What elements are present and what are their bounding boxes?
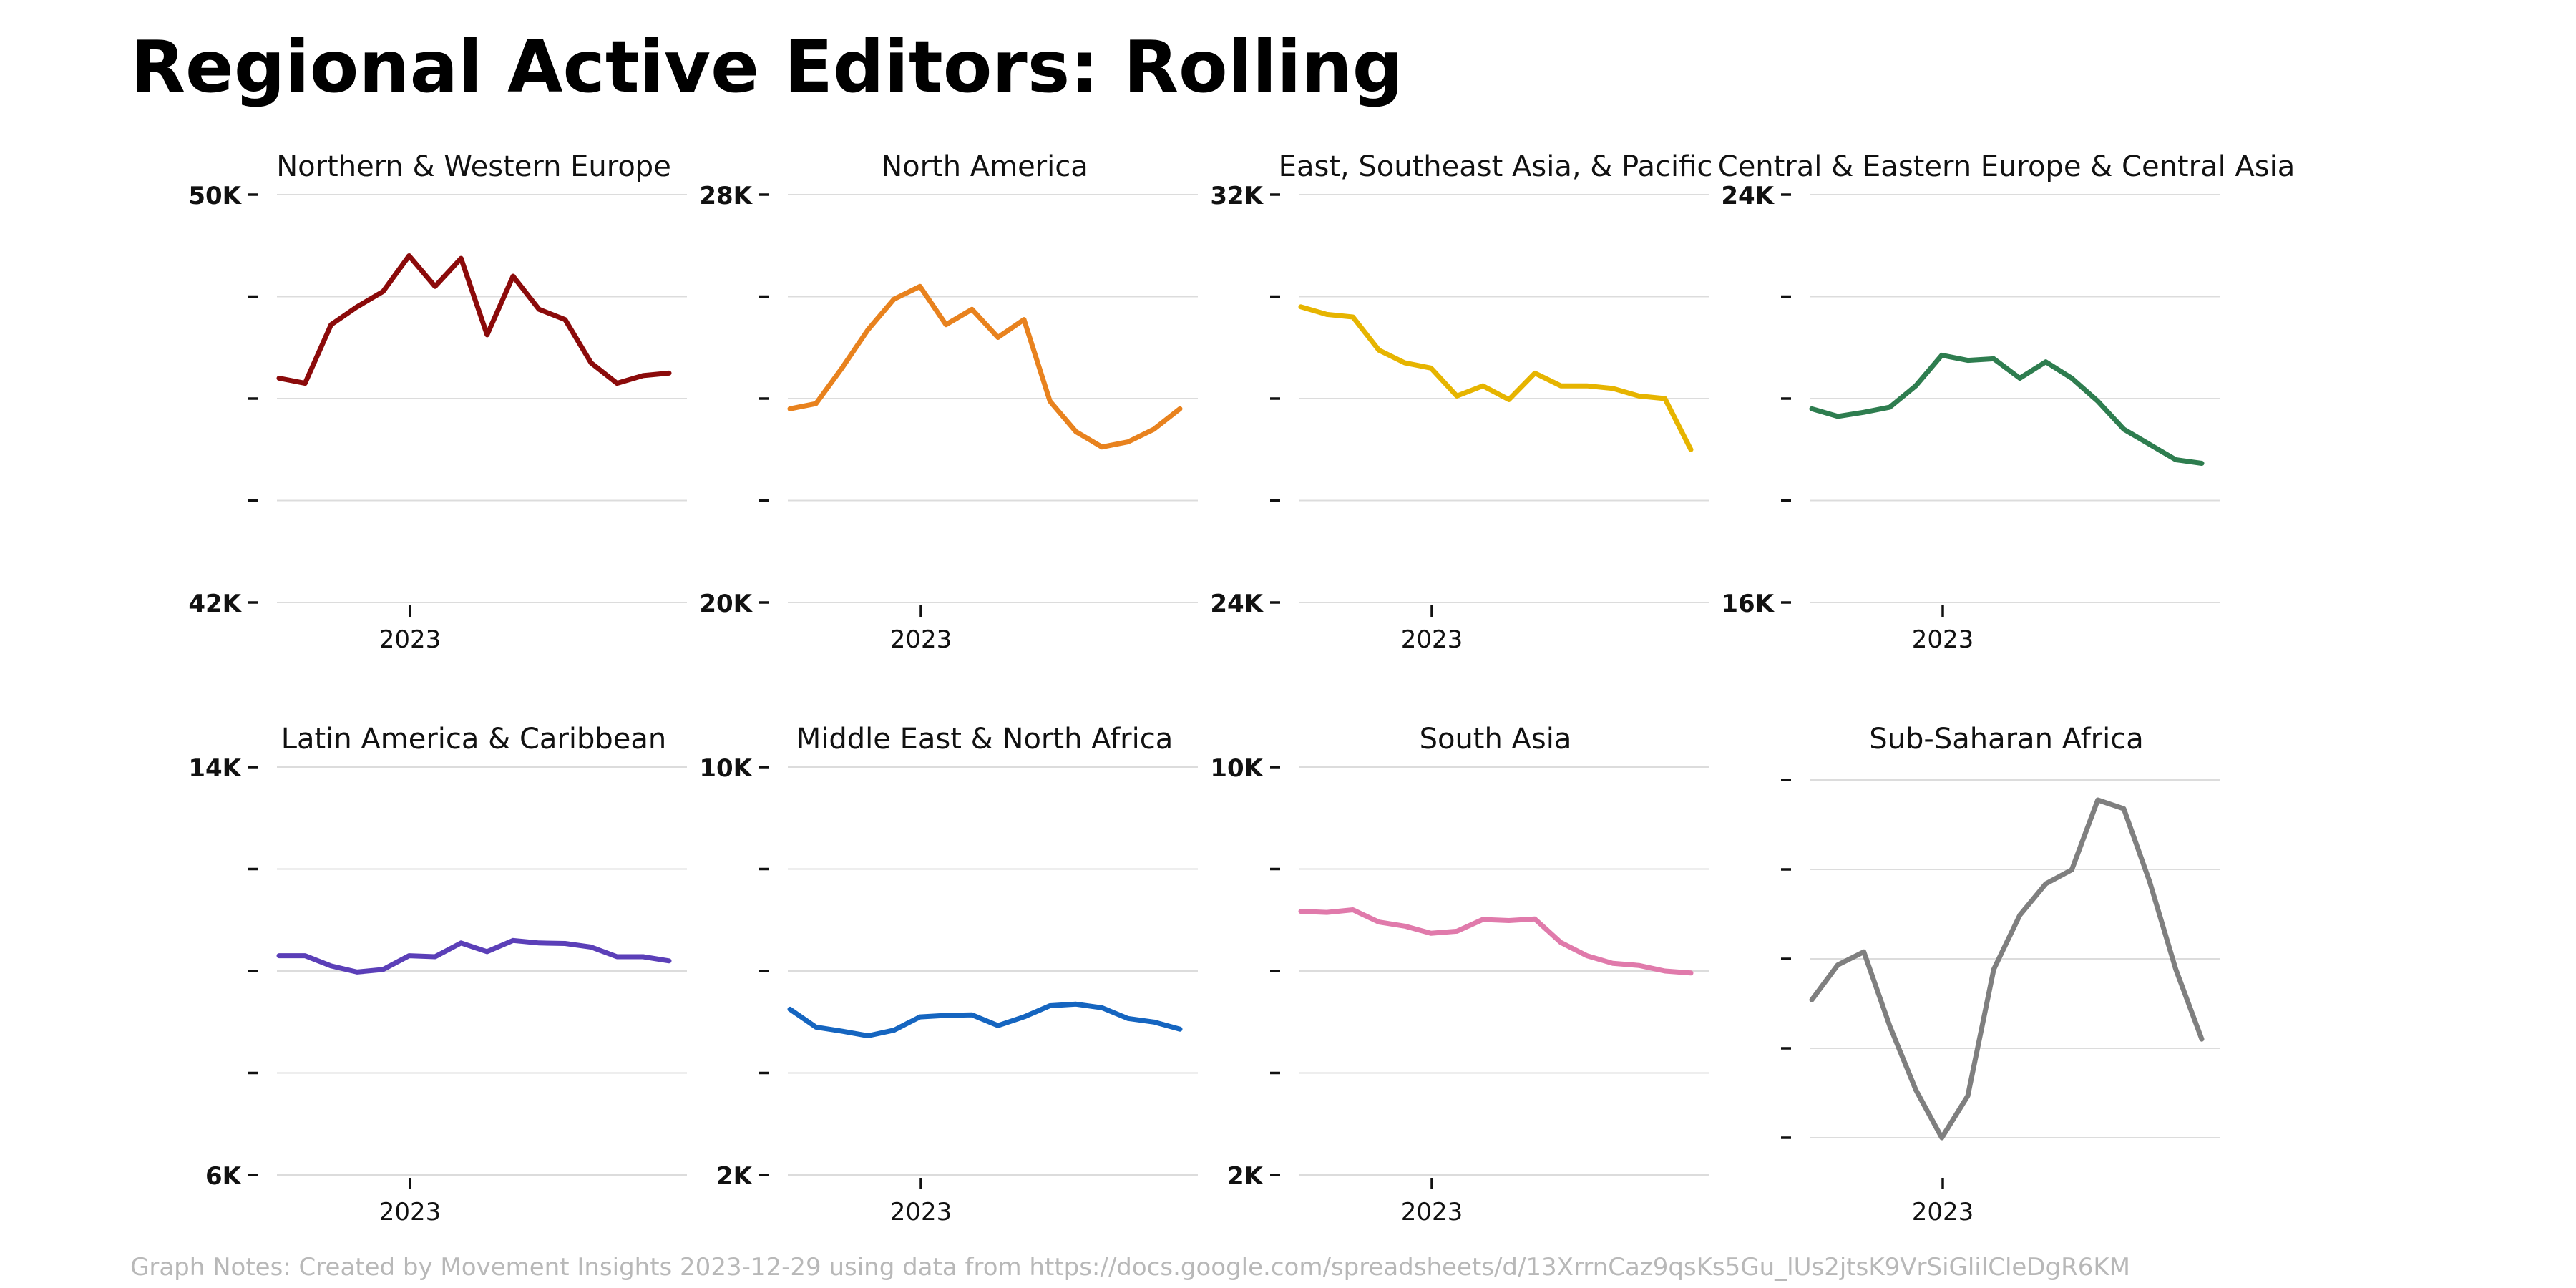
series-line: [1809, 352, 2205, 466]
y-tick-label: 24K: [1210, 590, 1264, 618]
chart-title: Regional Active Editors: Rolling: [130, 25, 1403, 109]
y-tick-label: 6K: [205, 1162, 243, 1191]
x-tick-label: 2023: [890, 625, 952, 654]
panel-2: North America 28K 20K 2023: [699, 150, 1198, 654]
y-tick-label: 24K: [1721, 182, 1775, 210]
panel-6: Middle East & North Africa 10K 2K 2023: [699, 723, 1198, 1226]
panel-title: Latin America & Caribbean: [281, 723, 667, 756]
x-tick-label: 2023: [1912, 625, 1974, 654]
y-tick-label: 2K: [1227, 1162, 1264, 1191]
series-line: [787, 283, 1183, 450]
panel-title: Middle East & North Africa: [796, 723, 1173, 756]
y-tick-label: 10K: [1210, 754, 1264, 783]
series-line: [1298, 304, 1694, 452]
series-line: [1298, 907, 1694, 976]
x-tick-label: 2023: [890, 1198, 952, 1226]
y-tick-label: 42K: [188, 590, 242, 618]
panel-title: South Asia: [1420, 723, 1572, 756]
y-tick-label: 20K: [699, 590, 753, 618]
panel-7: South Asia 10K 2K 2023: [1210, 723, 1709, 1226]
panel-title: East, Southeast Asia, & Pacific: [1279, 150, 1713, 183]
panel-title: Central & Eastern Europe & Central Asia: [1718, 150, 2295, 183]
y-tick-label: 2K: [716, 1162, 753, 1191]
panel-3: East, Southeast Asia, & Pacific 32K 24K 202…: [1210, 150, 1712, 654]
x-tick-label: 2023: [1401, 625, 1463, 654]
y-tick-label: 32K: [1210, 182, 1264, 210]
x-tick-label: 2023: [379, 1198, 441, 1226]
graph-notes: Graph Notes: Created by Movement Insight…: [130, 1253, 2130, 1282]
series-line: [276, 253, 672, 386]
panel-8: Sub-Saharan Africa 2023: [1781, 723, 2220, 1226]
y-tick-label: 10K: [699, 754, 753, 783]
panel-title: Northern & Western Europe: [276, 150, 671, 183]
y-tick-label: 50K: [188, 182, 242, 210]
x-tick-label: 2023: [1401, 1198, 1463, 1226]
x-tick-label: 2023: [1912, 1198, 1974, 1226]
panel-title: North America: [881, 150, 1088, 183]
y-tick-label: 14K: [188, 754, 242, 783]
y-tick-label: 16K: [1721, 590, 1775, 618]
y-tick-label: 28K: [699, 182, 753, 210]
panel-5: Latin America & Caribbean 14K 6K 2023: [188, 723, 687, 1226]
x-tick-label: 2023: [379, 625, 441, 654]
series-line: [1809, 797, 2205, 1141]
panel-1: Northern & Western Europe 50K 42K 2023: [188, 150, 687, 654]
series-line: [276, 937, 672, 975]
series-line: [787, 1001, 1183, 1038]
small-multiples-grid: Northern & Western Europe50K42K2023North…: [188, 150, 2295, 1226]
panel-title: Sub-Saharan Africa: [1869, 723, 2143, 756]
panel-4: Central & Eastern Europe & Central Asia2…: [1718, 150, 2295, 654]
